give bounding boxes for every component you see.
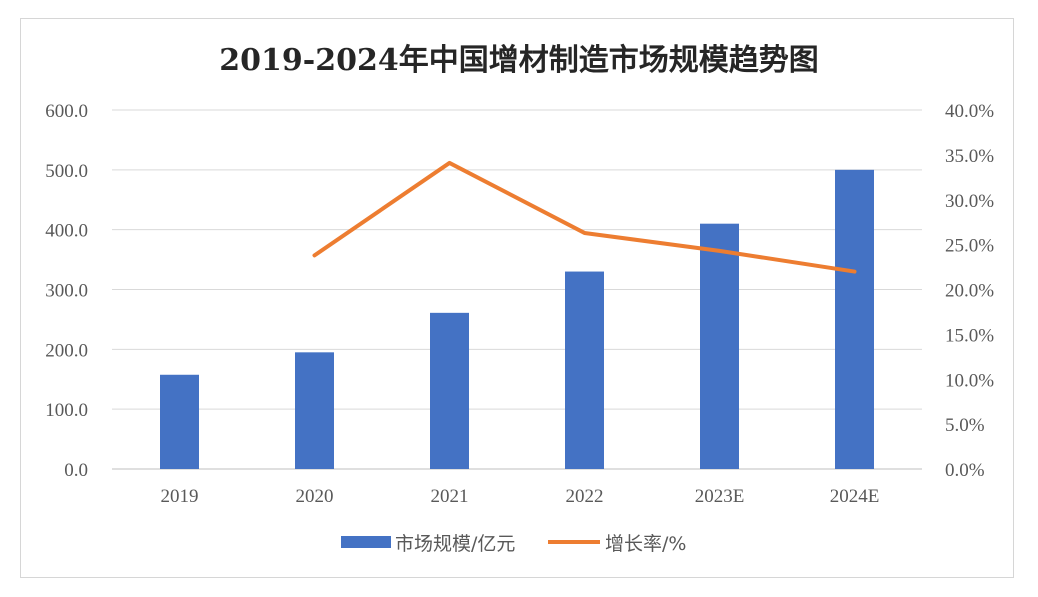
x-tick-label: 2021: [431, 486, 469, 507]
right-tick-label: 35.0%: [945, 146, 994, 167]
x-tick-label: 2022: [566, 486, 604, 507]
chart-title: 2019-2024年中国增材制造市场规模趋势图: [219, 43, 818, 78]
left-tick-label: 300.0: [45, 281, 88, 302]
right-tick-label: 0.0%: [945, 460, 985, 481]
x-tick-label: 2023E: [695, 486, 745, 507]
left-tick-label: 0.0: [64, 460, 88, 481]
bar: [160, 374, 199, 469]
bar: [835, 169, 874, 470]
left-tick-label: 200.0: [45, 340, 88, 361]
right-tick-label: 25.0%: [945, 236, 994, 257]
x-axis-ticks: 2019 2020 2021 2022 2023E 2024E: [161, 486, 880, 507]
right-tick-label: 20.0%: [945, 281, 994, 302]
right-tick-label: 30.0%: [945, 191, 994, 212]
legend-bar-label: 市场规模/亿元: [395, 533, 515, 555]
right-axis-ticks: 0.0% 5.0% 10.0% 15.0% 20.0% 25.0% 30.0% 35.0% 40…: [945, 101, 994, 481]
x-tick-label: 2020: [296, 486, 334, 507]
right-tick-label: 5.0%: [945, 415, 985, 436]
right-tick-label: 15.0%: [945, 325, 994, 346]
legend-line-label: 增长率/%: [605, 533, 686, 555]
left-tick-label: 500.0: [45, 161, 88, 182]
right-tick-label: 40.0%: [945, 101, 994, 122]
bar: [295, 352, 334, 469]
x-tick-label: 2024E: [830, 486, 880, 507]
x-tick-label: 2019: [161, 486, 199, 507]
bar: [565, 271, 604, 469]
left-tick-label: 400.0: [45, 221, 88, 242]
legend-bar-swatch: [341, 536, 391, 548]
left-axis-ticks: 0.0 100.0 200.0 300.0 400.0 500.0 600.0: [45, 101, 88, 481]
legend: 市场规模/亿元 增长率/%: [341, 533, 686, 555]
left-tick-label: 600.0: [45, 101, 88, 122]
gridlines: [112, 109, 922, 470]
bar: [700, 223, 739, 469]
line-series: [312, 160, 857, 274]
right-tick-label: 10.0%: [945, 370, 994, 391]
bar-series: [160, 169, 874, 470]
bar: [430, 312, 469, 469]
growth-line: [312, 160, 857, 274]
left-tick-label: 100.0: [45, 400, 88, 421]
